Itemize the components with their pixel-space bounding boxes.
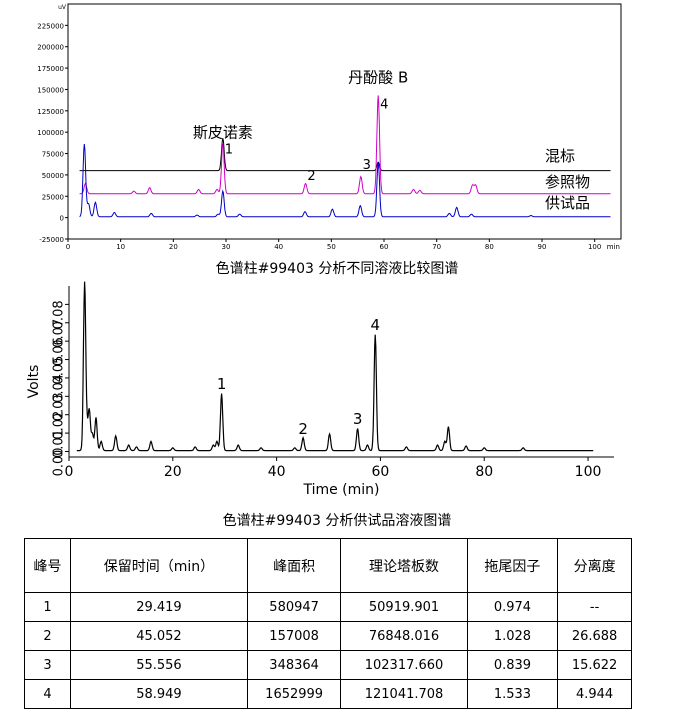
- cell-peak-no: 3: [23, 650, 72, 680]
- y-tick-label: 150000: [37, 86, 64, 94]
- x-tick-label: 70: [432, 243, 441, 251]
- header-retention-time: 保留时间（min）: [70, 538, 248, 593]
- peak-annotation: 2: [298, 420, 308, 438]
- sample-chromatogram: 0.000.010.020.030.040.050.060.070.08 0 20 4…: [26, 281, 614, 498]
- x-tick-label: 80: [485, 243, 494, 251]
- y-tick-label: 175000: [37, 65, 64, 73]
- cell-peak-no: 1: [23, 592, 72, 622]
- y-tick-label: 0.05: [52, 356, 67, 385]
- y-tick-label: 0.07: [52, 319, 67, 348]
- cell-tailing-factor: 1.028: [466, 621, 559, 651]
- cell-theoretical-plates: 121041.708: [340, 679, 468, 709]
- cell-theoretical-plates: 50919.901: [340, 592, 468, 622]
- x-tick-label: 20: [169, 243, 178, 251]
- x-tick-label: 0: [65, 464, 74, 480]
- table-row: 1 29.419 580947 50919.901 0.974 --: [23, 592, 632, 622]
- y-tick-label: 0.00: [52, 447, 67, 476]
- comparison-chart-title: 色谱柱#99403 分析不同溶液比较图谱: [215, 261, 459, 277]
- sample-chart-title: 色谱柱#99403 分析供试品溶液图谱: [222, 513, 452, 529]
- y-tick-label: 25000: [42, 193, 64, 201]
- cell-peak-area: 348364: [246, 650, 342, 680]
- header-peak-no: 峰号: [23, 538, 72, 593]
- y-tick-label: -25000: [39, 236, 64, 244]
- cell-peak-area: 1652999: [246, 679, 342, 709]
- cell-retention-time: 58.949: [70, 679, 248, 709]
- x-tick-label: 30: [222, 243, 231, 251]
- peak-annotation: 斯皮诺素: [193, 123, 253, 141]
- x-tick-label: 100: [575, 464, 602, 480]
- cell-tailing-factor: 0.839: [466, 650, 559, 680]
- table-header-row: 峰号 保留时间（min） 峰面积 理论塔板数 拖尾因子 分离度: [23, 538, 632, 593]
- y-tick-label: 0.01: [52, 429, 67, 458]
- y-tick-label: 125000: [37, 108, 64, 116]
- x-tick-label: 90: [538, 243, 547, 251]
- cell-resolution: 15.622: [557, 650, 632, 680]
- cell-retention-time: 29.419: [70, 592, 248, 622]
- peak-annotation: 3: [353, 410, 363, 428]
- x-tick-label: 10: [116, 243, 125, 251]
- cell-resolution: 4.944: [557, 679, 632, 709]
- table-row: 4 58.949 1652999 121041.708 1.533 4.944: [23, 679, 632, 709]
- x-unit-label: min: [607, 243, 620, 251]
- peak-annotation: 3: [363, 158, 371, 173]
- cell-tailing-factor: 0.974: [466, 592, 559, 622]
- peak-parameter-table: 峰号 保留时间（min） 峰面积 理论塔板数 拖尾因子 分离度 1 29.419…: [23, 538, 632, 709]
- peak-annotation: 2: [307, 169, 315, 184]
- table-row: 2 45.052 157008 76848.016 1.028 26.688: [23, 621, 632, 651]
- x-tick-label: 20: [164, 464, 182, 480]
- y-tick-label: 0.08: [52, 300, 67, 329]
- y-tick-label: 50000: [42, 172, 64, 180]
- cell-theoretical-plates: 76848.016: [340, 621, 468, 651]
- header-resolution: 分离度: [557, 538, 632, 593]
- peak-annotation: 4: [370, 316, 380, 334]
- y-tick-label: 200000: [37, 44, 64, 52]
- y-tick-label: 0.03: [52, 392, 67, 421]
- y-tick-label: 75000: [42, 151, 64, 159]
- series-line: [76, 281, 594, 452]
- x-tick-label: 100: [588, 243, 601, 251]
- x-tick-label: 50: [327, 243, 336, 251]
- series-line-2: [79, 144, 611, 218]
- cell-tailing-factor: 1.533: [466, 679, 559, 709]
- cell-resolution: 26.688: [557, 621, 632, 651]
- header-theoretical-plates: 理论塔板数: [340, 538, 468, 593]
- cell-peak-no: 2: [23, 621, 72, 651]
- comparison-chromatogram: 2250002000001750001500001250001000007500…: [37, 3, 622, 251]
- x-tick-label: 40: [268, 464, 286, 480]
- cell-retention-time: 45.052: [70, 621, 248, 651]
- y-tick-label: 0.06: [52, 337, 67, 366]
- peak-annotation: 1: [225, 143, 233, 158]
- series-name-label: 供试品: [545, 194, 590, 212]
- header-tailing-factor: 拖尾因子: [466, 538, 559, 593]
- y-tick-label: 0: [60, 215, 64, 223]
- x-tick-label: 0: [66, 243, 70, 251]
- series-name-label: 混标: [545, 147, 575, 165]
- table-row: 3 55.556 348364 102317.660 0.839 15.622: [23, 650, 632, 680]
- y-unit-label: uV: [58, 4, 67, 11]
- peak-annotation: 1: [217, 375, 227, 393]
- x-tick-label: 80: [475, 464, 493, 480]
- series-name-label: 参照物: [545, 173, 590, 191]
- y-tick-label: 225000: [37, 22, 64, 30]
- x-axis-label: Time (min): [302, 482, 379, 498]
- cell-peak-area: 157008: [246, 621, 342, 651]
- x-tick-label: 40: [274, 243, 283, 251]
- peak-annotation: 丹酚酸 B: [348, 69, 408, 87]
- header-peak-area: 峰面积: [246, 538, 342, 593]
- cell-peak-no: 4: [23, 679, 72, 709]
- plot-frame: [67, 3, 622, 240]
- y-tick-label: 100000: [37, 129, 64, 137]
- cell-theoretical-plates: 102317.660: [340, 650, 468, 680]
- peak-annotation: 4: [380, 97, 388, 112]
- y-axis-label: Volts: [26, 365, 42, 399]
- cell-retention-time: 55.556: [70, 650, 248, 680]
- x-tick-label: 60: [380, 243, 389, 251]
- cell-resolution: --: [557, 592, 632, 622]
- cell-peak-area: 580947: [246, 592, 342, 622]
- x-tick-label: 60: [372, 464, 390, 480]
- y-tick-label: 0.04: [52, 374, 67, 403]
- series-line-1: [79, 95, 611, 195]
- series-line-0: [79, 138, 611, 172]
- y-tick-label: 0.02: [52, 411, 67, 440]
